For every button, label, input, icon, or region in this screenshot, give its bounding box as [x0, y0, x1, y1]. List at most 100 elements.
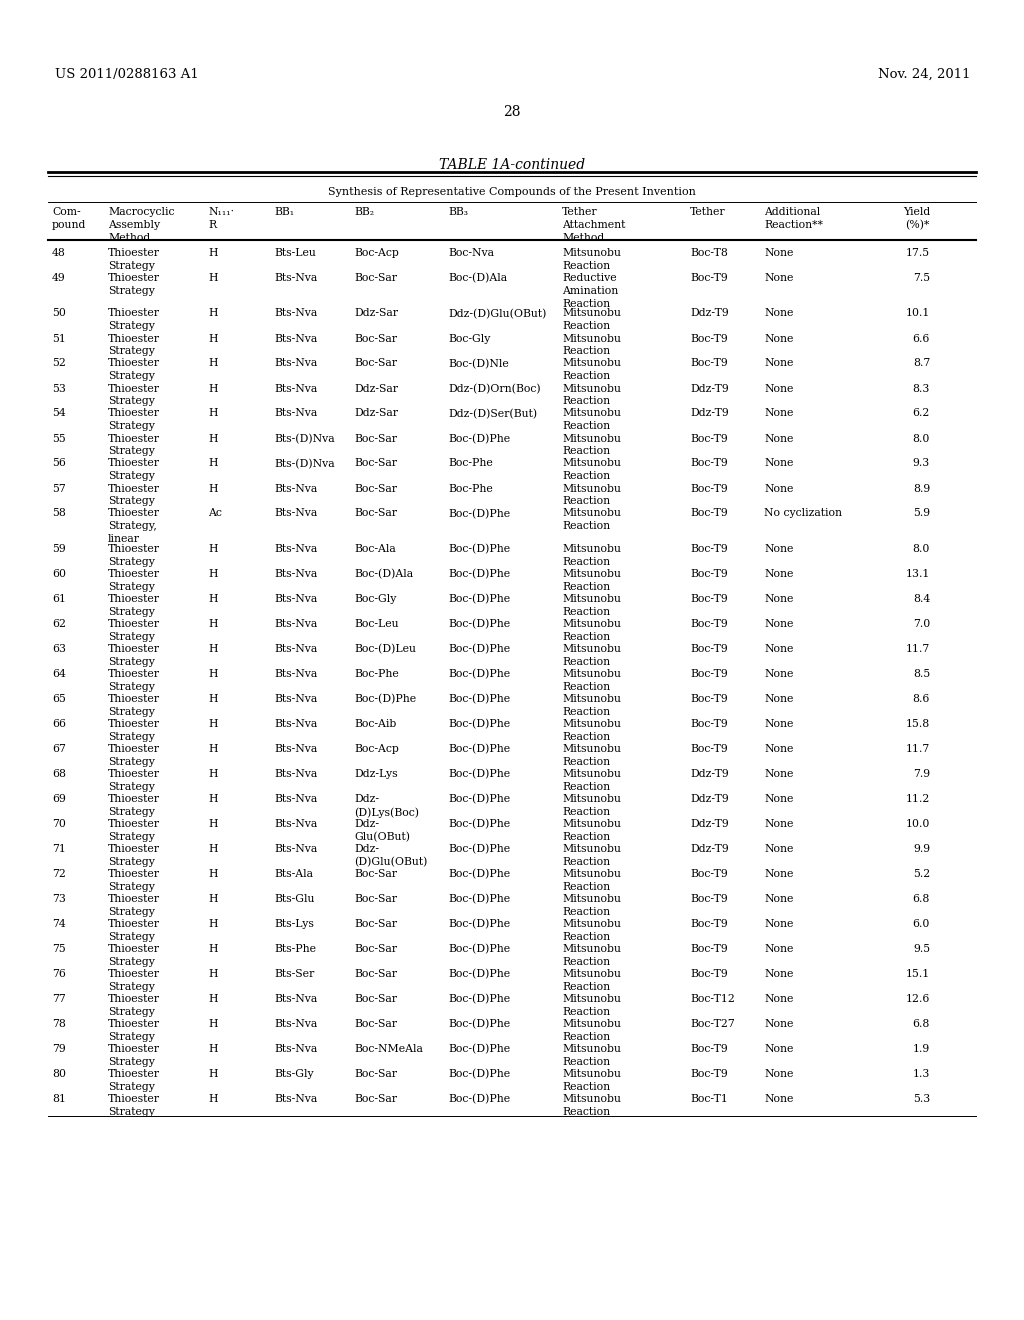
Text: Thioester
Strategy: Thioester Strategy [108, 694, 160, 717]
Text: Boc-Phe: Boc-Phe [354, 669, 398, 678]
Text: 63: 63 [52, 644, 66, 653]
Text: 50: 50 [52, 309, 66, 318]
Text: Boc-T12: Boc-T12 [690, 994, 735, 1005]
Text: 48: 48 [52, 248, 66, 257]
Text: Additional
Reaction**: Additional Reaction** [764, 207, 823, 230]
Text: Bts-Leu: Bts-Leu [274, 248, 315, 257]
Text: Boc-Sar: Boc-Sar [354, 359, 397, 368]
Text: Boc-(D)Phe: Boc-(D)Phe [449, 1094, 510, 1105]
Text: BB₂: BB₂ [354, 207, 374, 216]
Text: 7.9: 7.9 [912, 770, 930, 779]
Text: None: None [764, 644, 794, 653]
Text: Mitsunobu
Reaction: Mitsunobu Reaction [562, 408, 621, 432]
Text: Boc-(D)Phe: Boc-(D)Phe [449, 1044, 510, 1055]
Text: Bts-Nva: Bts-Nva [274, 273, 317, 282]
Text: Bts-Nva: Bts-Nva [274, 408, 317, 418]
Text: Boc-T9: Boc-T9 [690, 869, 728, 879]
Text: 1.9: 1.9 [912, 1044, 930, 1053]
Text: Mitsunobu
Reaction: Mitsunobu Reaction [562, 1044, 621, 1067]
Text: Boc-Ala: Boc-Ala [354, 544, 395, 554]
Text: 62: 62 [52, 619, 66, 630]
Text: None: None [764, 408, 794, 418]
Text: Boc-Acp: Boc-Acp [354, 744, 399, 754]
Text: Boc-T9: Boc-T9 [690, 483, 728, 494]
Text: No cyclization: No cyclization [764, 508, 842, 519]
Text: H: H [208, 384, 217, 393]
Text: 77: 77 [52, 994, 66, 1005]
Text: Thioester
Strategy: Thioester Strategy [108, 994, 160, 1016]
Text: Boc-(D)Phe: Boc-(D)Phe [449, 508, 510, 519]
Text: 74: 74 [52, 919, 66, 929]
Text: None: None [764, 1019, 794, 1030]
Text: None: None [764, 273, 794, 282]
Text: Thioester
Strategy,
linear: Thioester Strategy, linear [108, 508, 160, 544]
Text: None: None [764, 669, 794, 678]
Text: 69: 69 [52, 795, 66, 804]
Text: Boc-(D)Phe: Boc-(D)Phe [354, 694, 416, 705]
Text: Mitsunobu
Reaction: Mitsunobu Reaction [562, 508, 621, 531]
Text: Boc-(D)Ala: Boc-(D)Ala [354, 569, 413, 579]
Text: Bts-Nva: Bts-Nva [274, 843, 317, 854]
Text: Boc-(D)Phe: Boc-(D)Phe [449, 569, 510, 579]
Text: None: None [764, 744, 794, 754]
Text: 66: 66 [52, 719, 66, 729]
Text: Bts-Nva: Bts-Nva [274, 384, 317, 393]
Text: Mitsunobu
Reaction: Mitsunobu Reaction [562, 770, 621, 792]
Text: Boc-T9: Boc-T9 [690, 458, 728, 469]
Text: None: None [764, 1044, 794, 1053]
Text: 52: 52 [52, 359, 66, 368]
Text: Mitsunobu
Reaction: Mitsunobu Reaction [562, 309, 621, 331]
Text: None: None [764, 619, 794, 630]
Text: None: None [764, 248, 794, 257]
Text: Boc-T9: Boc-T9 [690, 969, 728, 979]
Text: Boc-(D)Phe: Boc-(D)Phe [449, 944, 510, 954]
Text: Mitsunobu
Reaction: Mitsunobu Reaction [562, 594, 621, 616]
Text: Bts-Nva: Bts-Nva [274, 359, 317, 368]
Text: TABLE 1A-continued: TABLE 1A-continued [439, 158, 585, 172]
Text: Boc-(D)Phe: Boc-(D)Phe [449, 694, 510, 705]
Text: Boc-T9: Boc-T9 [690, 594, 728, 605]
Text: H: H [208, 894, 217, 904]
Text: Boc-(D)Phe: Boc-(D)Phe [449, 433, 510, 444]
Text: Mitsunobu
Reaction: Mitsunobu Reaction [562, 1069, 621, 1092]
Text: 75: 75 [52, 944, 66, 954]
Text: Mitsunobu
Reaction: Mitsunobu Reaction [562, 944, 621, 966]
Text: H: H [208, 273, 217, 282]
Text: None: None [764, 458, 794, 469]
Text: H: H [208, 483, 217, 494]
Text: 76: 76 [52, 969, 66, 979]
Text: Boc-Sar: Boc-Sar [354, 1069, 397, 1078]
Text: Bts-Nva: Bts-Nva [274, 669, 317, 678]
Text: Mitsunobu
Reaction: Mitsunobu Reaction [562, 795, 621, 817]
Text: None: None [764, 770, 794, 779]
Text: 13.1: 13.1 [905, 569, 930, 579]
Text: Boc-Sar: Boc-Sar [354, 969, 397, 979]
Text: 9.5: 9.5 [912, 944, 930, 954]
Text: Thioester
Strategy: Thioester Strategy [108, 273, 160, 296]
Text: None: None [764, 795, 794, 804]
Text: 68: 68 [52, 770, 66, 779]
Text: Boc-(D)Phe: Boc-(D)Phe [449, 843, 510, 854]
Text: Boc-Sar: Boc-Sar [354, 433, 397, 444]
Text: None: None [764, 994, 794, 1005]
Text: H: H [208, 309, 217, 318]
Text: H: H [208, 334, 217, 343]
Text: 70: 70 [52, 818, 66, 829]
Text: H: H [208, 744, 217, 754]
Text: Boc-Aib: Boc-Aib [354, 719, 396, 729]
Text: 54: 54 [52, 408, 66, 418]
Text: Boc-Phe: Boc-Phe [449, 483, 493, 494]
Text: Thioester
Strategy: Thioester Strategy [108, 869, 160, 892]
Text: 60: 60 [52, 569, 66, 579]
Text: H: H [208, 619, 217, 630]
Text: Boc-(D)Phe: Boc-(D)Phe [449, 744, 510, 754]
Text: BB₁: BB₁ [274, 207, 294, 216]
Text: Bts-Nva: Bts-Nva [274, 594, 317, 605]
Text: Boc-T9: Boc-T9 [690, 694, 728, 704]
Text: H: H [208, 458, 217, 469]
Text: H: H [208, 544, 217, 554]
Text: Thioester
Strategy: Thioester Strategy [108, 384, 160, 407]
Text: Thioester
Strategy: Thioester Strategy [108, 818, 160, 842]
Text: Mitsunobu
Reaction: Mitsunobu Reaction [562, 869, 621, 892]
Text: H: H [208, 944, 217, 954]
